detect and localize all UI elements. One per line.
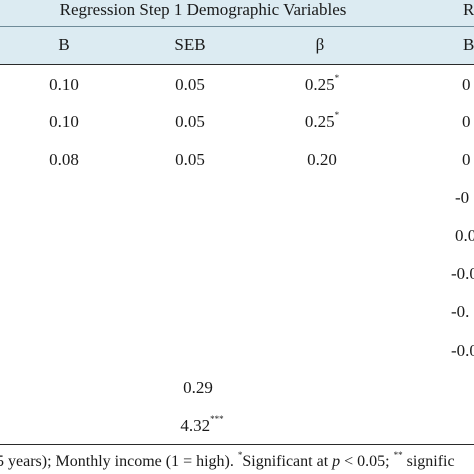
table-row-1-right-partial: 0 [462, 75, 471, 94]
table-row-2-b: 0.10 [49, 112, 79, 131]
column-header-b-partial: B [463, 35, 474, 54]
table-header-band [0, 0, 474, 64]
group-header-rule [0, 26, 474, 27]
table-row-3-right-partial: 0 [462, 150, 471, 169]
table-row-3-seb: 0.05 [175, 150, 205, 169]
significance-marker: * [334, 110, 340, 121]
significance-marker: *** [210, 414, 224, 425]
table-row-1-seb: 0.05 [175, 75, 205, 94]
column-header-b: B [58, 35, 70, 54]
table-row-7-right-partial: -0. [451, 302, 470, 321]
summary-f-value: 4.32*** [180, 414, 224, 435]
table-row-8-right-partial: -0.0 [451, 341, 474, 360]
summary-r-squared-value: 0.29 [183, 378, 213, 397]
table-row-4-right-partial: -0 [455, 188, 470, 207]
table-bottom-rule [0, 444, 474, 445]
table-row-3-b: 0.08 [49, 150, 79, 169]
group-header-step2-partial: R [463, 0, 474, 19]
table-row-2-seb: 0.05 [175, 112, 205, 131]
table-row-2-right-partial: 0 [462, 112, 471, 131]
table-row-6-right-partial: -0.0 [451, 264, 474, 283]
table-row-2-beta: 0.25* [304, 110, 340, 131]
column-header-rule [0, 64, 474, 65]
table-row-5-right-partial: 0.0 [455, 226, 474, 245]
column-header-beta: β [315, 35, 325, 54]
table-row-3-beta: 0.20 [307, 150, 337, 169]
table-row-1-beta: 0.25* [304, 73, 340, 94]
table-footnote: 5 years); Monthly income (1 = high). *Si… [0, 449, 455, 470]
significance-marker: * [334, 73, 340, 84]
column-header-seb: SEB [174, 35, 206, 54]
group-header-step1: Regression Step 1 Demographic Variables [59, 0, 347, 19]
table-row-1-b: 0.10 [49, 75, 79, 94]
